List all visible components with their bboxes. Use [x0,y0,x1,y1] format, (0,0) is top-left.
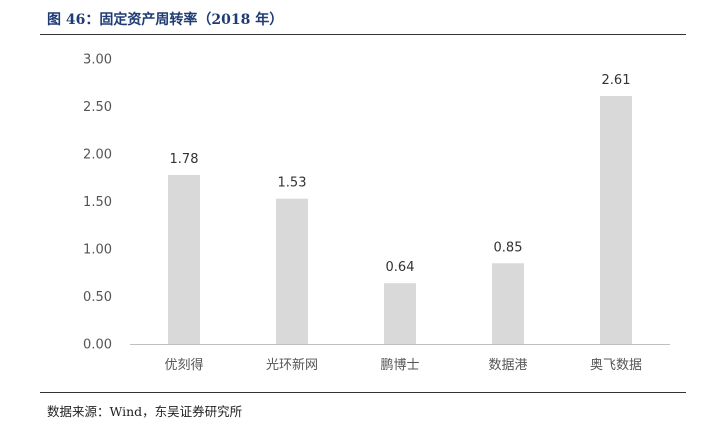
category-labels: 优刻得 光环新网 鹏博士 数据港 奥飞数据 [164,357,642,373]
data-labels: 1.78 1.53 0.64 0.85 2.61 [170,73,631,275]
category-label: 光环新网 [266,357,318,373]
bottom-rule [40,392,686,393]
source-note: 数据来源：Wind，东吴证券研究所 [47,404,243,419]
bar [276,198,308,344]
category-label: 优刻得 [164,357,203,373]
y-tick-label: 0.50 [83,290,112,305]
top-rule [40,34,686,35]
category-label: 鹏博士 [380,358,419,373]
bar [384,283,416,344]
category-label: 奥飞数据 [590,358,642,373]
bar-chart: 0.00 0.50 1.00 1.50 2.00 2.50 3.00 1.78 1.53 0.6… [83,53,670,373]
category-label: 数据港 [488,358,527,373]
data-label: 0.64 [386,260,415,275]
data-label: 1.53 [278,176,307,191]
y-tick-label: 2.00 [83,148,112,163]
data-label: 2.61 [602,73,631,88]
y-tick-label: 0.00 [83,338,112,353]
bars [168,96,632,344]
y-axis-ticks: 0.00 0.50 1.00 1.50 2.00 2.50 3.00 [83,53,112,353]
y-tick-label: 1.50 [83,195,112,210]
bar [600,96,632,344]
y-tick-label: 3.00 [83,53,112,68]
bar [492,263,524,344]
y-tick-label: 1.00 [83,243,112,258]
data-label: 1.78 [170,152,199,167]
data-label: 0.85 [494,240,523,255]
figure-title: 图 46：固定资产周转率（2018 年） [47,12,284,28]
bar [168,174,200,344]
y-tick-label: 2.50 [83,100,112,115]
